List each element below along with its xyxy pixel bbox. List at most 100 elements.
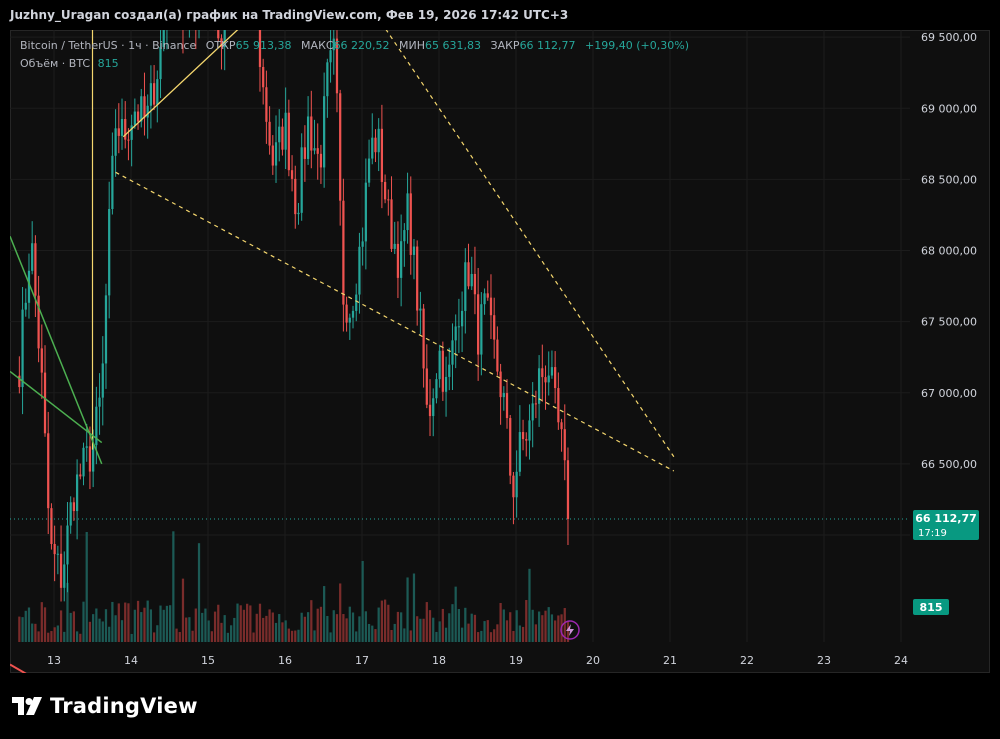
volume-bar bbox=[204, 608, 207, 642]
candle-body bbox=[104, 295, 108, 364]
tradingview-logo[interactable]: TradingView bbox=[12, 694, 198, 718]
red-trend-line[interactable] bbox=[10, 663, 81, 673]
green-channel-line-2[interactable] bbox=[10, 370, 103, 444]
volume-bar bbox=[220, 622, 223, 642]
candle-body bbox=[117, 128, 120, 136]
trend-line-rising[interactable] bbox=[122, 30, 701, 138]
candle-body bbox=[396, 243, 400, 278]
volume-bar bbox=[104, 609, 108, 642]
candle-body bbox=[534, 403, 538, 405]
volume-bar bbox=[460, 627, 464, 642]
candle-body bbox=[454, 326, 457, 341]
volume-bar bbox=[108, 626, 111, 642]
volume-bar bbox=[43, 607, 47, 642]
volume-bar bbox=[246, 603, 249, 642]
candle-body bbox=[460, 310, 464, 327]
candle-body bbox=[136, 111, 140, 122]
time-axis[interactable]: 13 14 15 16 17 18 19 20 21 22 23 24 bbox=[47, 654, 908, 667]
candle-body bbox=[162, 30, 165, 48]
candle-body bbox=[95, 406, 98, 446]
candle-body bbox=[56, 553, 59, 555]
volume-bars bbox=[18, 531, 570, 642]
wedge-upper-line[interactable] bbox=[243, 30, 675, 458]
candle-body bbox=[544, 377, 547, 383]
volume-bar bbox=[493, 629, 496, 642]
candle-body bbox=[31, 243, 34, 271]
candle-body bbox=[554, 367, 557, 389]
legend-symbol[interactable]: Bitcoin / TetherUS · 1ч · Binance bbox=[20, 39, 197, 52]
volume-bar bbox=[226, 632, 230, 642]
volume-bar bbox=[284, 620, 287, 642]
candle-body bbox=[355, 294, 358, 311]
candle-body bbox=[326, 62, 329, 97]
volume-bar bbox=[181, 578, 185, 642]
legend-high-value: 66 220,52 bbox=[333, 39, 390, 52]
volume-bar bbox=[489, 632, 493, 642]
volume-bar bbox=[31, 623, 34, 642]
candle-body bbox=[557, 388, 560, 423]
volume-bar bbox=[515, 610, 518, 642]
candle-body bbox=[563, 429, 566, 461]
volume-bar bbox=[374, 629, 377, 642]
candle-body bbox=[364, 182, 367, 242]
volume-bar bbox=[367, 623, 371, 642]
volume-bar bbox=[169, 605, 172, 642]
lightning-icon[interactable] bbox=[560, 620, 580, 640]
legend-low-label: МИН bbox=[399, 39, 426, 52]
candle-body bbox=[518, 432, 521, 472]
candle-body bbox=[271, 145, 274, 166]
candle-body bbox=[419, 308, 422, 311]
legend-open-value: 65 913,38 bbox=[235, 39, 292, 52]
candle-body bbox=[323, 96, 326, 168]
volume-bar bbox=[255, 613, 258, 642]
candle-body bbox=[541, 368, 544, 378]
candle-body bbox=[124, 119, 127, 140]
candle-body bbox=[566, 460, 570, 519]
candle-body bbox=[345, 304, 348, 323]
green-channel-line-1[interactable] bbox=[10, 236, 103, 465]
volume-bar bbox=[120, 620, 124, 642]
candle-body bbox=[120, 119, 124, 136]
candle-body bbox=[152, 83, 156, 105]
candle-body bbox=[159, 47, 162, 80]
volume-bar bbox=[550, 614, 554, 642]
legend-volume-label[interactable]: Объём · BTC bbox=[20, 57, 91, 70]
volume-bar bbox=[316, 608, 319, 642]
candle-body bbox=[464, 262, 467, 311]
candle-body bbox=[278, 126, 281, 143]
volume-bar bbox=[274, 622, 278, 642]
candle-body bbox=[547, 375, 550, 383]
volume-bar bbox=[294, 630, 297, 642]
volume-bar bbox=[432, 617, 435, 642]
volume-bar bbox=[290, 630, 294, 642]
volume-bar bbox=[563, 608, 566, 642]
candle-body bbox=[403, 230, 406, 242]
volume-bar bbox=[136, 600, 140, 642]
volume-bar bbox=[47, 632, 50, 642]
candle-body bbox=[18, 375, 21, 388]
volume-bar bbox=[323, 586, 326, 642]
volume-bar bbox=[554, 620, 557, 642]
volume-bar bbox=[53, 627, 56, 642]
volume-bar bbox=[518, 625, 521, 642]
time-tick-label: 17 bbox=[355, 654, 369, 667]
volume-bar bbox=[313, 630, 316, 642]
legend-close-value: 66 112,77 bbox=[519, 39, 576, 52]
volume-bar bbox=[416, 616, 419, 642]
volume-bar bbox=[358, 616, 361, 642]
volume-bar bbox=[287, 628, 290, 642]
volume-bar bbox=[364, 611, 367, 642]
wedge-lower-line[interactable] bbox=[115, 171, 675, 472]
candle-body bbox=[108, 209, 111, 296]
volume-bar bbox=[371, 625, 374, 642]
volume-bar bbox=[278, 614, 281, 642]
candle-body bbox=[371, 137, 374, 159]
volume-bar bbox=[175, 628, 178, 642]
volume-bar bbox=[557, 615, 560, 642]
candle-body bbox=[480, 304, 483, 355]
candle-body bbox=[85, 446, 88, 448]
volume-bar bbox=[454, 586, 457, 642]
volume-bar bbox=[541, 615, 544, 642]
